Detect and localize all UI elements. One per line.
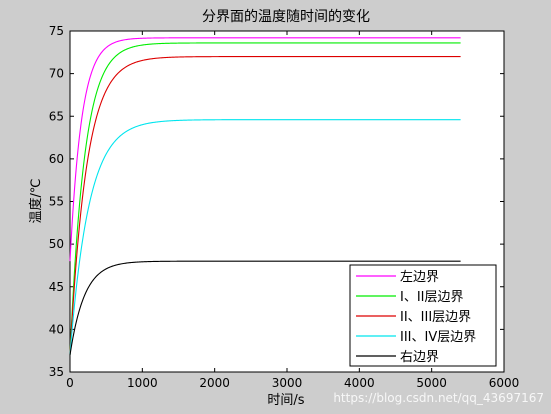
y-tick-label: 65: [49, 109, 64, 123]
series-line: [69, 119, 461, 355]
axis-ticks: 0 1000 2000 3000 4000 5000 6000 35 40 45 50 55 60 65 7…: [49, 24, 520, 390]
watermark: https://blog.csdn.net/qq_43697167: [333, 391, 544, 405]
series-line: [69, 37, 461, 262]
legend-entry: 左边界: [400, 270, 439, 285]
series-line: [69, 260, 461, 356]
y-tick-label: 55: [49, 195, 64, 209]
legend-entry: III、IV层边界: [400, 330, 476, 345]
x-tick-label: 3000: [272, 376, 303, 390]
x-tick-label: 2000: [199, 376, 230, 390]
series-lines: [69, 37, 461, 356]
y-axis-label: 温度/℃: [28, 179, 44, 224]
legend-entry: 右边界: [400, 350, 439, 365]
series-line: [69, 42, 461, 355]
x-tick-label: 0: [66, 376, 74, 390]
x-tick-label: 1000: [127, 376, 158, 390]
y-tick-label: 35: [49, 365, 64, 379]
legend-entry: I、II层边界: [400, 290, 464, 305]
y-tick-label: 75: [49, 24, 64, 38]
legend-entry: II、III层边界: [400, 310, 471, 325]
y-tick-label: 70: [49, 67, 64, 81]
y-tick-label: 40: [49, 322, 64, 336]
y-tick-label: 60: [49, 152, 64, 166]
x-tick-label: 6000: [489, 376, 520, 390]
chart-title: 分界面的温度随时间的变化: [202, 9, 370, 25]
y-tick-label: 45: [49, 280, 64, 294]
x-axis-label: 时间/s: [267, 393, 304, 408]
y-tick-label: 50: [49, 237, 64, 251]
series-line: [69, 56, 461, 355]
x-tick-label: 5000: [416, 376, 447, 390]
x-tick-label: 4000: [344, 376, 375, 390]
